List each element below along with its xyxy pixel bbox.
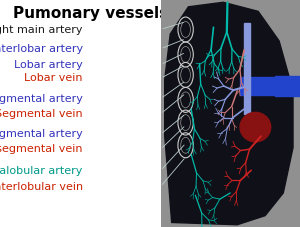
Text: Subsegmental vein: Subsegmental vein [0,144,83,154]
Bar [275,76,300,96]
FancyArrow shape [240,77,279,95]
FancyArrow shape [244,23,250,114]
Text: Segmental vein: Segmental vein [0,109,83,119]
Text: Interlobular vein: Interlobular vein [0,182,83,192]
Text: Subsegmental artery: Subsegmental artery [0,129,83,139]
Text: Right main artery: Right main artery [0,25,83,35]
Text: Lobar artery: Lobar artery [14,60,83,70]
Text: Intralobular artery: Intralobular artery [0,166,83,176]
Ellipse shape [240,112,271,142]
Text: Interlobar artery: Interlobar artery [0,44,83,54]
Text: Segmental artery: Segmental artery [0,94,83,104]
Polygon shape [165,2,293,225]
Text: Pumonary vessels: Pumonary vessels [13,6,168,21]
Text: Lobar vein: Lobar vein [24,73,83,83]
